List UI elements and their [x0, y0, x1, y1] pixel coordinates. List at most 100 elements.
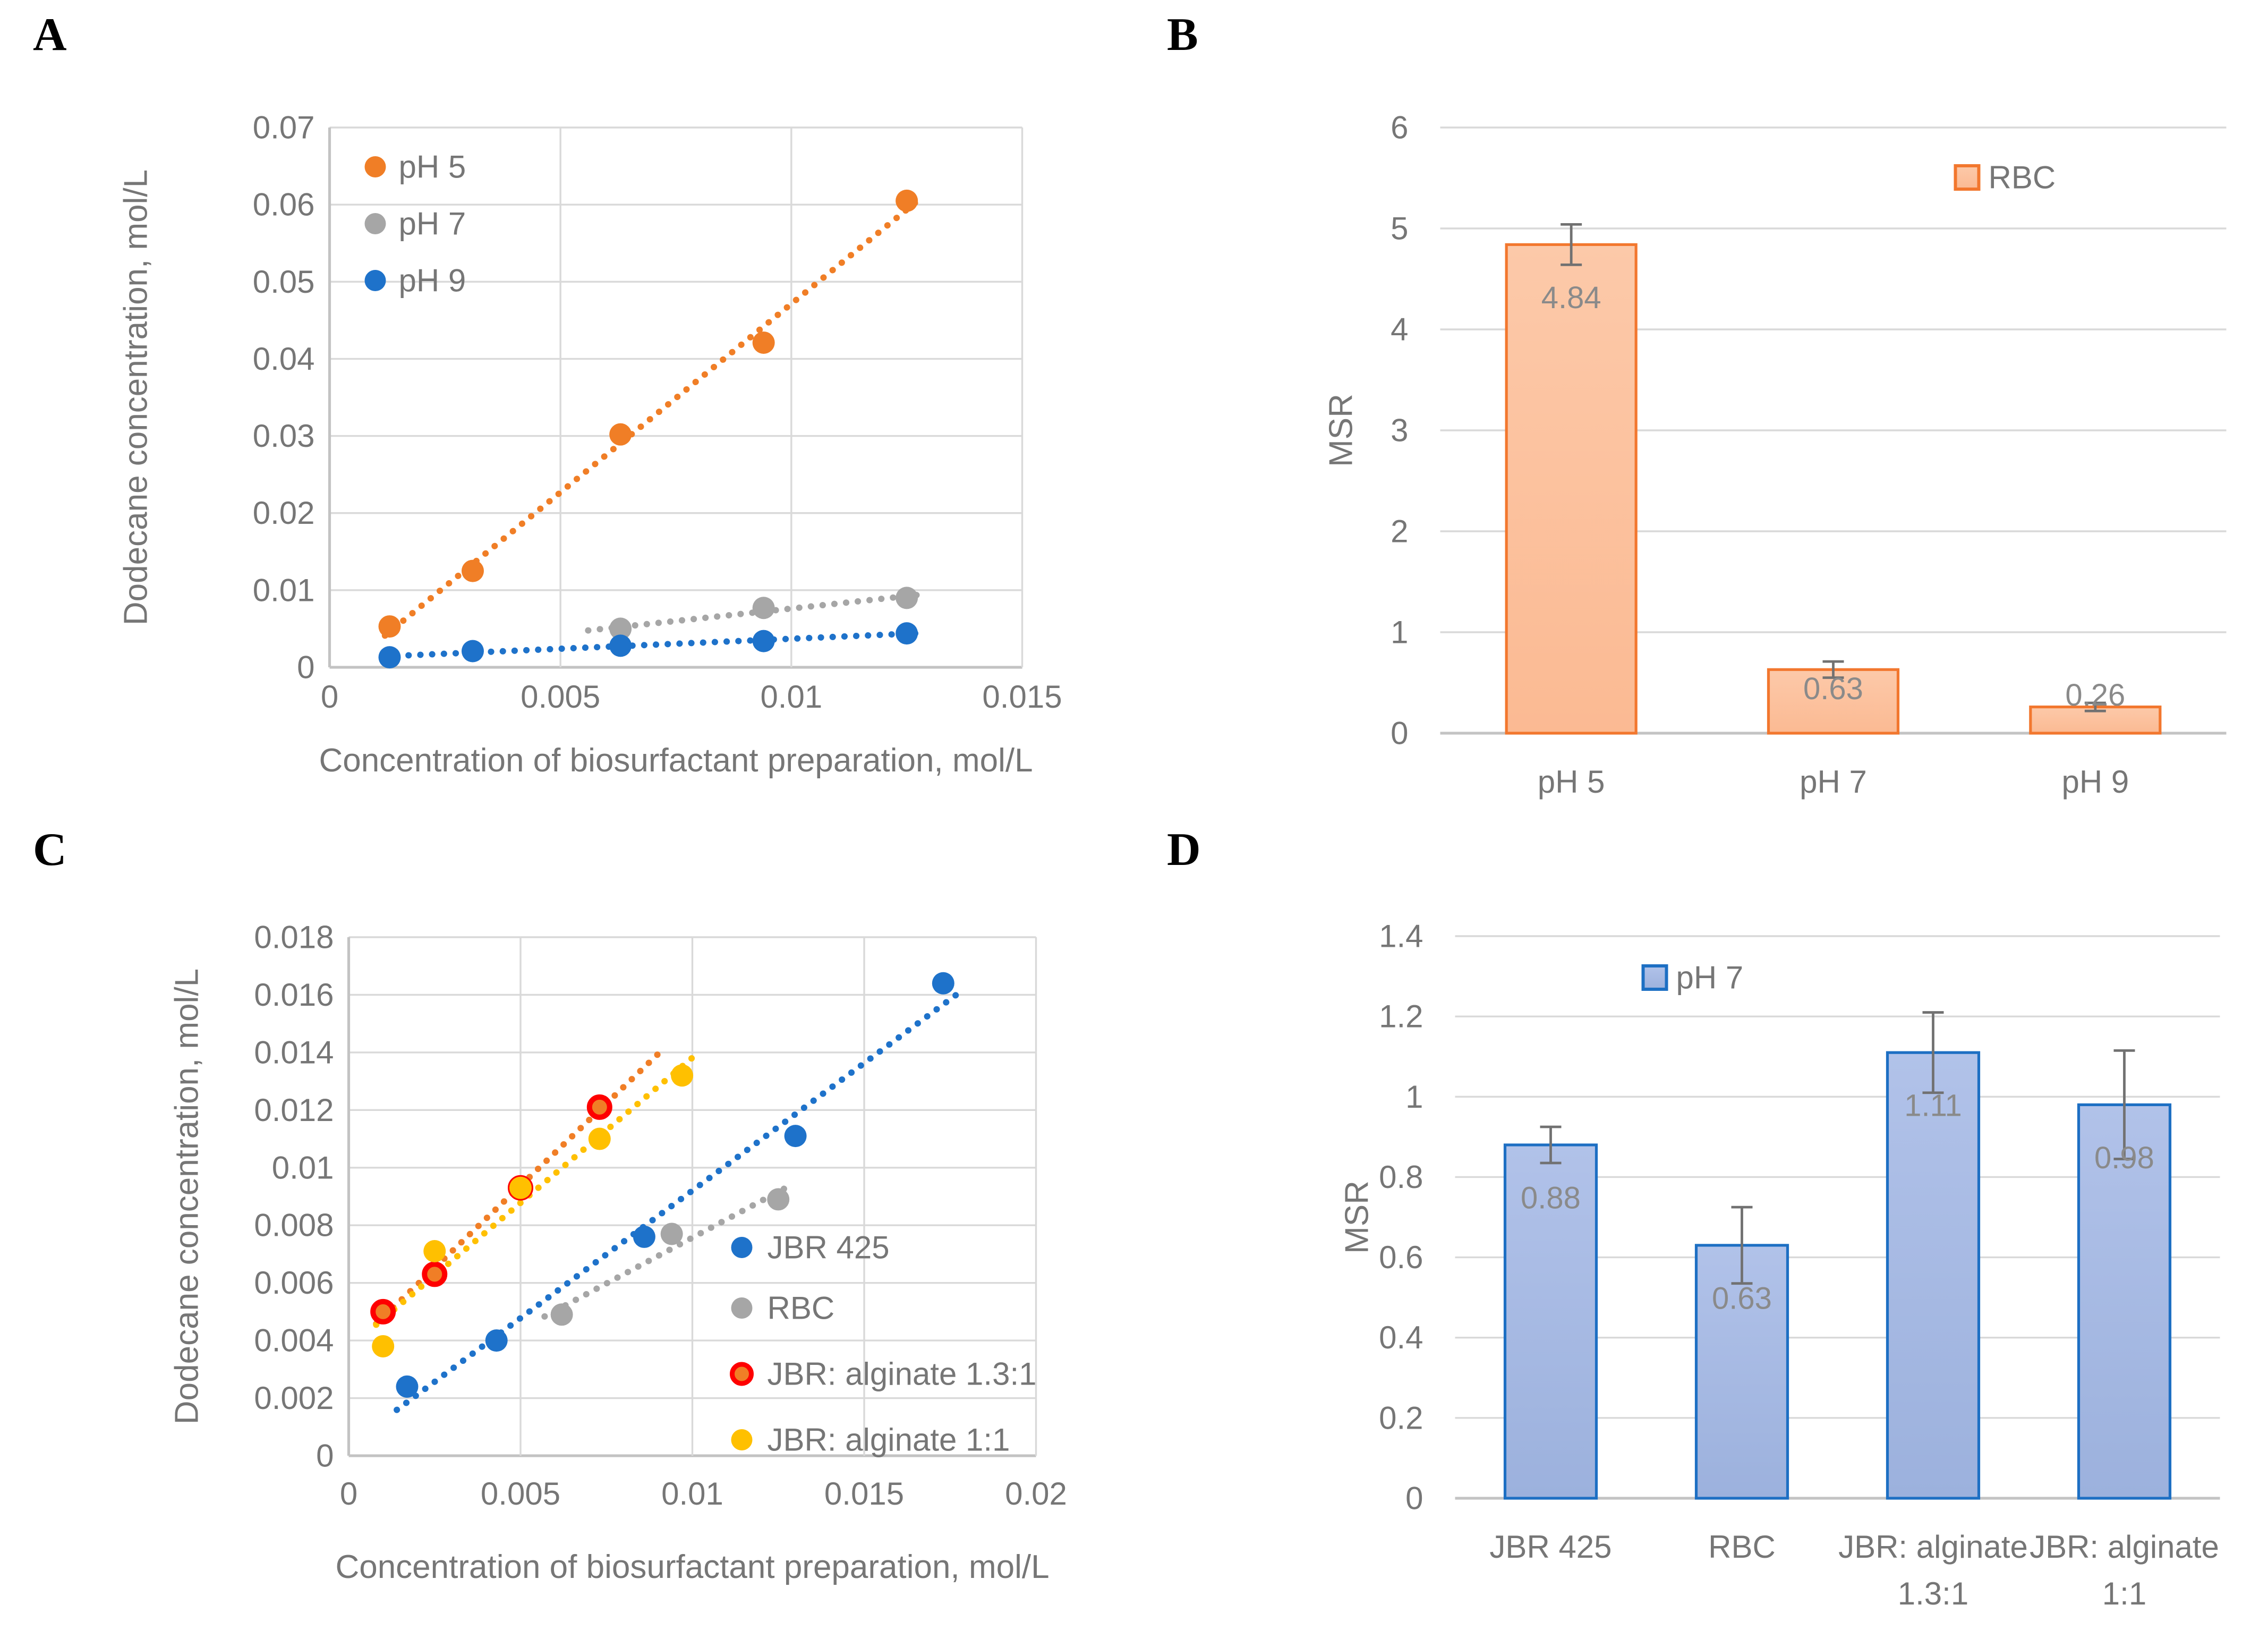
legend-marker [730, 1362, 754, 1386]
legend-marker [1641, 964, 1668, 991]
value-label: 0.26 [2065, 678, 2125, 712]
x-tick-label: 0.005 [481, 1476, 560, 1512]
y-tick-label: 0.2 [1379, 1400, 1423, 1436]
panel-d: D 0 0.2 0.4 0.6 0.8 1 1.2 1.4 MSR 0.88 JBR 425 0.63… [1134, 815, 2268, 1630]
value-label: 0.63 [1803, 672, 1863, 706]
legend-label: pH 7 [1676, 960, 1744, 996]
data-point [586, 1094, 612, 1120]
data-point [461, 559, 484, 582]
y-tick-label: 2 [1391, 514, 1408, 549]
y-tick-label: 0 [297, 650, 314, 685]
y-tick-label: 0.06 [253, 187, 315, 223]
value-label: 1.11 [1904, 1089, 1962, 1123]
x-tick-label: 0.02 [1005, 1476, 1067, 1512]
y-tick-label: 0.016 [254, 977, 334, 1013]
bar [2077, 1103, 2172, 1500]
bar [1886, 1051, 1981, 1500]
bar [1503, 1143, 1598, 1500]
panel-c-letter: C [33, 824, 67, 876]
trendline [381, 630, 924, 660]
data-point [633, 1225, 655, 1248]
legend-marker [1954, 164, 1981, 191]
data-point [609, 634, 632, 657]
trendline [381, 199, 919, 639]
data-point [509, 1176, 532, 1199]
panel-c: C 0 0.002 0.004 0.006 0.008 0.01 0.012 0.014 0.0… [0, 815, 1134, 1630]
y-tick-label: 0.8 [1379, 1159, 1423, 1195]
data-point [370, 1298, 396, 1325]
category-label: pH 5 [1538, 764, 1605, 800]
legend-marker [364, 213, 386, 234]
value-label: 0.63 [1712, 1281, 1772, 1315]
legend-label: JBR: alginate 1:1 [768, 1422, 1010, 1458]
data-point [752, 331, 775, 354]
y-axis-title: MSR [1339, 1181, 1376, 1254]
x-tick-label: 0.01 [760, 679, 822, 715]
y-tick-label: 0.01 [272, 1150, 334, 1185]
x-tick-label: 0 [340, 1476, 357, 1512]
legend-label: JBR 425 [768, 1230, 890, 1266]
panel-b-letter: B [1167, 9, 1198, 61]
x-axis-title: Concentration of biosurfactant preparati… [335, 1549, 1049, 1585]
x-axis-title: Concentration of biosurfactant preparati… [319, 742, 1033, 779]
bar [1505, 243, 1638, 735]
category-label: pH 7 [1800, 764, 1867, 800]
panel-a: A 0 0.01 0.02 0.03 0.04 0.05 0.06 0.07 0 0.005 0.0… [0, 0, 1134, 815]
legend-label: JBR: alginate 1.3:1 [768, 1356, 1037, 1392]
trendline [541, 1183, 792, 1320]
legend-marker [731, 1297, 753, 1319]
y-tick-label: 0.012 [254, 1092, 334, 1128]
data-point [784, 1125, 807, 1148]
y-tick-label: 1.2 [1379, 999, 1423, 1034]
panel-b: B 0 1 2 3 4 5 6 MSR 4.84 pH 5 0.63 pH 7 0.26 pH 9 RBC [1134, 0, 2268, 815]
category-label: JBR: alginate [2030, 1529, 2219, 1565]
data-point [896, 622, 918, 645]
y-axis-title: Dodecane concentration, mol/L [118, 169, 155, 625]
bar-chart-msr-rbc: 0 1 2 3 4 5 6 MSR 4.84 pH 5 0.63 pH 7 0.26 pH 9 RBC [1323, 110, 2227, 800]
y-tick-label: 0.05 [253, 264, 315, 300]
y-tick-label: 3 [1391, 413, 1408, 448]
panel-d-letter: D [1167, 824, 1201, 876]
category-label: pH 9 [2061, 764, 2129, 800]
data-point [378, 615, 401, 638]
category-label: JBR: alginate [1838, 1529, 2028, 1565]
y-tick-label: 0.03 [253, 418, 315, 454]
category-label: 1.3:1 [1898, 1576, 1968, 1611]
category-label: RBC [1708, 1529, 1776, 1565]
value-label: 0.88 [1521, 1181, 1581, 1215]
y-tick-label: 1.4 [1379, 919, 1423, 954]
y-tick-label: 0.018 [254, 920, 334, 955]
value-label: 0.98 [2094, 1141, 2154, 1175]
data-point [896, 189, 918, 212]
legend-label: RBC [1989, 160, 2056, 196]
legend-marker [364, 270, 386, 291]
y-tick-label: 0.002 [254, 1380, 334, 1416]
x-tick-label: 0.015 [982, 679, 1062, 715]
y-tick-label: 6 [1391, 110, 1408, 146]
x-tick-label: 0 [321, 679, 338, 715]
y-tick-label: 0.4 [1379, 1320, 1423, 1355]
y-tick-label: 1 [1405, 1079, 1423, 1115]
scatter-chart-biosurfactants: 0 0.002 0.004 0.006 0.008 0.01 0.012 0.014 0.016… [169, 920, 1067, 1586]
x-tick-label: 0.01 [661, 1476, 723, 1512]
data-point [588, 1127, 611, 1150]
y-tick-label: 0.006 [254, 1265, 334, 1301]
data-point [752, 597, 775, 619]
data-point [609, 617, 632, 640]
x-tick-label: 0.015 [824, 1476, 904, 1512]
data-point [422, 1261, 448, 1287]
legend-marker [731, 1429, 753, 1450]
y-tick-label: 0.04 [253, 341, 315, 377]
legend-marker [731, 1237, 753, 1258]
y-tick-label: 0.6 [1379, 1240, 1423, 1275]
y-axis-title: Dodecane concentration, mol/L [169, 969, 206, 1424]
data-point [752, 630, 775, 652]
legend-label: pH 5 [399, 149, 466, 185]
data-point [372, 1335, 395, 1357]
data-point [396, 1375, 419, 1398]
legend-label: RBC [768, 1291, 835, 1326]
data-point [671, 1064, 694, 1087]
scatter-chart-ph-series: 0 0.01 0.02 0.03 0.04 0.05 0.06 0.07 0 0.005 0.01 0… [118, 110, 1062, 779]
y-tick-label: 1 [1391, 615, 1408, 650]
